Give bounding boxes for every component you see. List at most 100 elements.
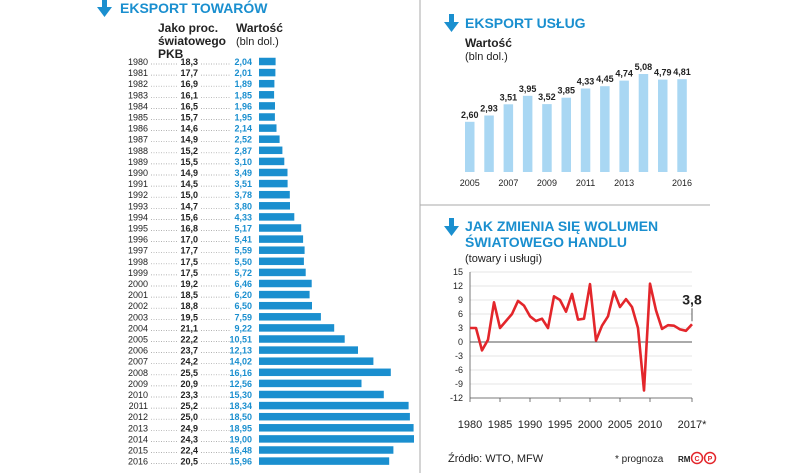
goods-year-label: 2002 bbox=[128, 301, 148, 311]
goods-year-label: 2009 bbox=[128, 379, 148, 389]
goods-bar bbox=[259, 424, 414, 432]
services-bar bbox=[503, 104, 514, 172]
goods-value-label: 3,49 bbox=[234, 168, 252, 178]
goods-share-label: 24,9 bbox=[180, 423, 198, 433]
goods-bar bbox=[259, 68, 276, 77]
services-bar bbox=[522, 95, 533, 172]
services-xtick-label: 2011 bbox=[576, 178, 595, 188]
services-bar bbox=[542, 104, 552, 172]
goods-year-label: 2003 bbox=[128, 312, 148, 322]
goods-value-label: 16,16 bbox=[229, 368, 252, 378]
services-value-label: 4,33 bbox=[577, 77, 595, 87]
goods-year-label: 2011 bbox=[129, 401, 148, 411]
services-value-label: 4,79 bbox=[654, 68, 672, 78]
trade-xtick-label: 1995 bbox=[548, 419, 572, 431]
goods-value-label: 5,59 bbox=[234, 246, 252, 256]
goods-year-label: 1999 bbox=[128, 268, 148, 278]
goods-year-label: 1985 bbox=[128, 113, 148, 123]
goods-bar bbox=[259, 346, 358, 354]
services-value-label: 5,08 bbox=[635, 62, 653, 72]
goods-share-label: 14,9 bbox=[180, 168, 198, 178]
goods-value-label: 14,02 bbox=[229, 357, 252, 367]
services-bar bbox=[619, 80, 629, 172]
goods-share-label: 22,4 bbox=[180, 446, 198, 456]
goods-year-label: 1984 bbox=[128, 101, 148, 111]
goods-bar bbox=[259, 412, 410, 421]
goods-year-label: 2016 bbox=[128, 457, 148, 467]
goods-year-label: 1993 bbox=[128, 201, 148, 211]
goods-bar bbox=[259, 157, 285, 166]
goods-bar bbox=[259, 390, 384, 399]
goods-value-label: 2,87 bbox=[234, 146, 252, 156]
goods-bar bbox=[259, 235, 304, 243]
goods-bar bbox=[259, 124, 277, 132]
goods-value-label: 6,46 bbox=[234, 279, 252, 289]
goods-bar bbox=[259, 435, 414, 443]
services-xtick-label: 2007 bbox=[498, 178, 518, 188]
credit-text: RM bbox=[678, 455, 691, 464]
services-arrow-icon bbox=[444, 14, 459, 32]
goods-year-label: 1998 bbox=[128, 257, 148, 267]
services-value-label: 4,45 bbox=[596, 74, 614, 84]
goods-bar bbox=[259, 368, 391, 377]
trade-ytick-label: -9 bbox=[455, 379, 463, 389]
goods-value-label: 2,52 bbox=[234, 135, 252, 145]
trade-ytick-label: -6 bbox=[455, 365, 463, 375]
services-xtick-label: 2016 bbox=[672, 178, 692, 188]
goods-value-header: Wartość bbox=[236, 21, 283, 35]
services-ylabel: Wartość bbox=[465, 36, 512, 50]
goods-year-label: 1982 bbox=[128, 79, 148, 89]
goods-share-label: 23,7 bbox=[180, 346, 198, 356]
services-value-label: 3,95 bbox=[519, 84, 537, 94]
goods-value-label: 12,13 bbox=[229, 346, 252, 356]
trade-arrow-icon bbox=[444, 218, 459, 236]
goods-year-label: 1986 bbox=[128, 124, 148, 134]
goods-share-label: 17,0 bbox=[180, 235, 198, 245]
goods-bar bbox=[259, 224, 302, 232]
goods-share-label: 15,2 bbox=[180, 146, 198, 156]
services-title: EKSPORT USŁUG bbox=[465, 15, 586, 31]
trade-title-line2: ŚWIATOWEGO HANDLU bbox=[465, 233, 627, 250]
forecast-note: * prognoza bbox=[615, 454, 664, 465]
goods-share-label: 20,5 bbox=[180, 457, 198, 467]
services-value-label: 2,60 bbox=[461, 110, 479, 120]
services-bar bbox=[638, 74, 649, 172]
goods-value-label: 19,00 bbox=[229, 434, 252, 444]
goods-value-label: 15,30 bbox=[229, 390, 252, 400]
goods-share-label: 17,5 bbox=[180, 257, 198, 267]
goods-bar bbox=[259, 446, 394, 454]
goods-share-label: 25,5 bbox=[180, 368, 198, 378]
goods-year-label: 1989 bbox=[128, 157, 148, 167]
goods-share-label: 18,8 bbox=[180, 301, 198, 311]
trade-ytick-label: -3 bbox=[455, 351, 463, 361]
goods-value-label: 18,34 bbox=[229, 401, 252, 411]
goods-year-label: 1996 bbox=[128, 235, 148, 245]
goods-bar bbox=[259, 179, 288, 188]
goods-bar bbox=[259, 290, 310, 299]
goods-share-label: 19,2 bbox=[180, 279, 198, 289]
goods-value-label: 18,95 bbox=[229, 423, 252, 433]
goods-value-label: 6,20 bbox=[234, 290, 252, 300]
goods-bar bbox=[259, 301, 312, 310]
goods-share-label: 19,5 bbox=[180, 312, 198, 322]
goods-year-label: 1994 bbox=[128, 212, 148, 222]
trade-xtick-label: 2005 bbox=[608, 419, 632, 431]
services-value-label: 3,52 bbox=[538, 92, 556, 102]
goods-bar bbox=[259, 401, 409, 410]
services-bar bbox=[580, 88, 591, 172]
goods-value-label: 3,80 bbox=[234, 201, 252, 211]
goods-value-label: 10,51 bbox=[229, 335, 252, 345]
goods-chart: 1980 18,3 2,04 1981 17,7 2,01 1982 16,9 1,89 1983… bbox=[128, 57, 414, 467]
goods-bar bbox=[259, 213, 295, 221]
goods-year-label: 2006 bbox=[128, 346, 148, 356]
goods-share-label: 16,1 bbox=[180, 90, 198, 100]
goods-year-label: 2004 bbox=[128, 323, 148, 333]
goods-year-label: 1987 bbox=[128, 135, 148, 145]
trade-ytick-label: 6 bbox=[458, 309, 463, 319]
trade-ytick-label: 0 bbox=[458, 337, 463, 347]
goods-bar bbox=[259, 246, 305, 254]
goods-year-label: 2007 bbox=[128, 357, 148, 367]
goods-bar bbox=[259, 357, 374, 365]
goods-bar bbox=[259, 168, 288, 177]
